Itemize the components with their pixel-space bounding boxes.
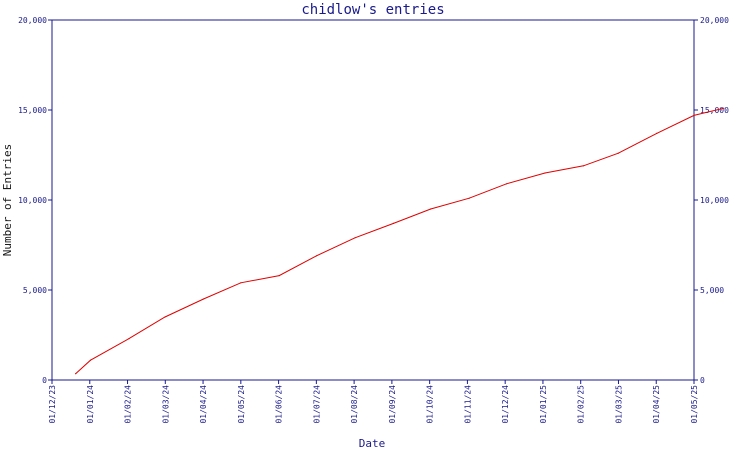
data-point	[240, 282, 242, 284]
x-tick-label: 01/03/24	[161, 385, 170, 424]
y-tick-label-right: 10,000	[700, 196, 729, 205]
data-point	[315, 255, 318, 257]
series-line	[75, 107, 724, 375]
data-point	[505, 183, 508, 185]
x-tick-label: 01/11/24	[463, 385, 472, 424]
x-tick-label: 01/10/24	[426, 385, 435, 424]
data-point	[354, 237, 356, 239]
x-tick-label: 01/07/24	[312, 385, 321, 424]
x-tick-label: 01/04/25	[652, 385, 661, 424]
x-tick-label: 01/05/25	[690, 385, 699, 424]
y-tick-label-left: 10,000	[18, 196, 47, 205]
y-tick-label-right: 0	[700, 376, 705, 385]
x-tick-label: 01/05/24	[237, 385, 246, 424]
y-tick-label-left: 5,000	[23, 286, 47, 295]
data-point	[392, 222, 395, 224]
x-tick-label: 01/03/25	[614, 385, 623, 424]
data-point	[693, 114, 695, 116]
data-point	[202, 298, 205, 300]
data-point	[723, 107, 725, 109]
y-tick-label-left: 0	[42, 376, 47, 385]
x-tick-label: 01/12/24	[501, 385, 510, 424]
x-tick-label: 01/04/24	[199, 385, 208, 424]
x-tick-label: 01/02/24	[124, 385, 133, 424]
y-axis-label: Number of Entries	[1, 144, 14, 257]
data-point	[582, 165, 585, 167]
y-tick-label-right: 5,000	[700, 286, 724, 295]
y-tick-label-left: 20,000	[18, 16, 47, 25]
y-tick-label-right: 20,000	[700, 16, 729, 25]
data-point	[75, 373, 77, 375]
plot-area	[75, 107, 725, 375]
x-tick-label: 01/08/24	[350, 385, 359, 424]
x-tick-label: 01/02/25	[577, 385, 586, 424]
chart-title: chidlow's entries	[301, 2, 444, 18]
data-point	[278, 275, 280, 277]
data-point	[430, 208, 432, 210]
data-point	[656, 132, 658, 134]
data-point	[468, 197, 470, 199]
x-axis-label: Date	[359, 437, 386, 450]
data-point	[544, 172, 546, 174]
x-tick-label: 01/06/24	[275, 385, 284, 424]
x-tick-label: 01/01/25	[539, 385, 548, 424]
data-point	[89, 359, 92, 361]
x-tick-label: 01/12/23	[48, 385, 57, 424]
y-tick-label-left: 15,000	[18, 106, 47, 115]
x-ticks: 01/12/23 01/01/24 01/02/24 01/03/24 01/04/24…	[48, 380, 699, 424]
x-tick-label: 01/01/24	[86, 385, 95, 424]
axes	[51, 19, 695, 381]
data-point	[617, 152, 619, 154]
plot-frame	[51, 19, 695, 381]
data-point	[128, 338, 130, 340]
x-tick-label: 01/09/24	[388, 385, 397, 424]
data-point	[164, 316, 166, 318]
